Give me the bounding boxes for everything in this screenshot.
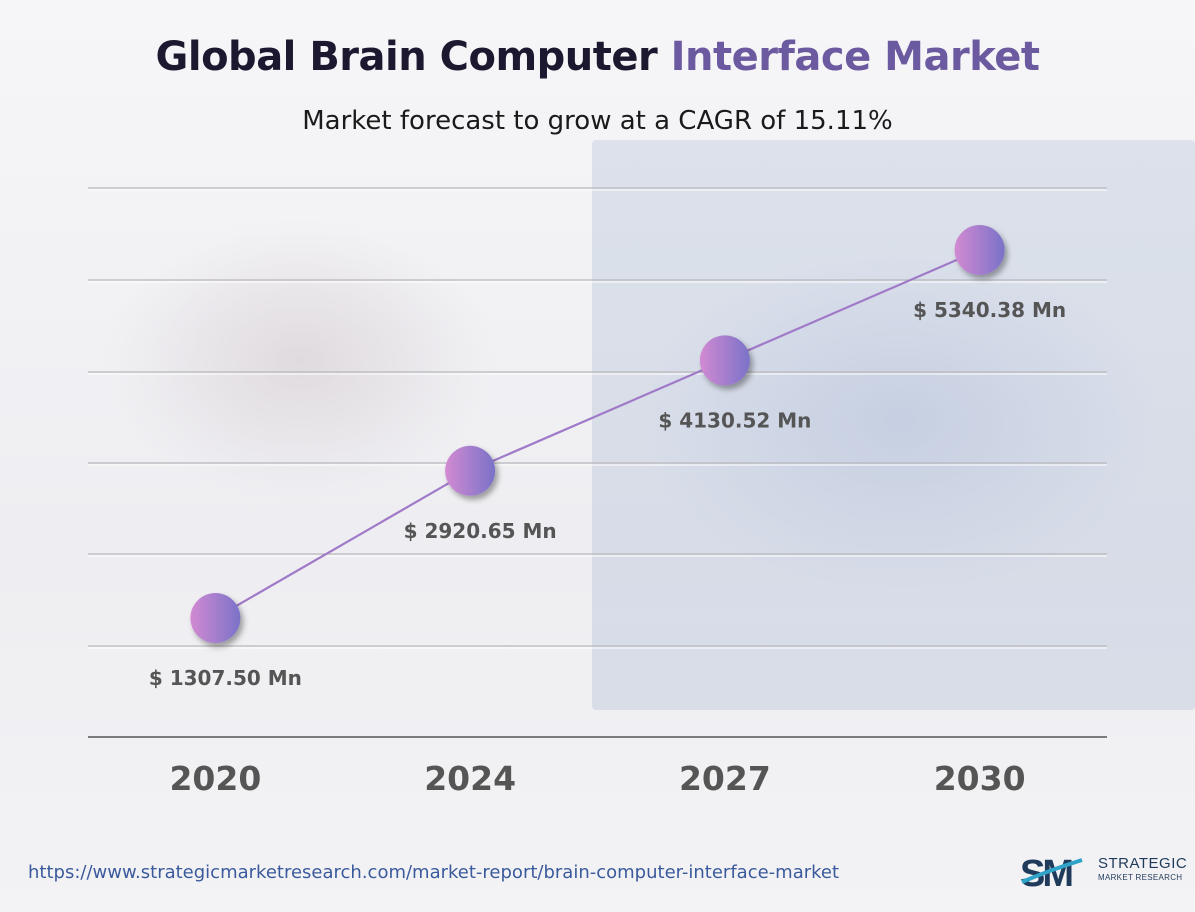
source-url-link[interactable]: https://www.strategicmarketresearch.com/… — [28, 862, 840, 883]
data-label: $ 5340.38 Mn — [913, 298, 1066, 322]
data-label: $ 4130.52 Mn — [658, 408, 811, 432]
logo-line-2: MARKET RESEARCH — [1098, 873, 1183, 882]
x-tick-label: 2027 — [679, 759, 771, 798]
data-point-marker — [954, 225, 1005, 275]
logo-line-1: STRATEGIC — [1098, 855, 1188, 872]
data-labels: $ 1307.50 Mn $ 2920.65 Mn $ 4130.52 Mn $ 53… — [149, 298, 1066, 690]
x-tick-label: 2030 — [934, 759, 1026, 798]
x-tick-label: 2020 — [169, 759, 261, 798]
grid-lines — [88, 187, 1107, 649]
x-tick-labels: 2020 2024 2027 2030 — [169, 759, 1025, 798]
data-point-marker — [190, 593, 241, 643]
strategic-market-research-logo: SM — [1020, 853, 1083, 894]
data-point-marker — [699, 335, 750, 386]
title-accent: Interface Market — [670, 34, 1040, 80]
series-layer — [214, 248, 981, 619]
logo-text: STRATEGIC MARKET RESEARCH — [1098, 856, 1187, 882]
data-label: $ 2920.65 Mn — [404, 519, 557, 543]
x-tick-label: 2024 — [424, 759, 516, 798]
marker-layer — [190, 225, 1005, 643]
background-monitor — [592, 140, 1195, 710]
series-line — [214, 248, 981, 619]
data-label: $ 1307.50 Mn — [149, 666, 302, 690]
chart-subtitle: Market forecast to grow at a CAGR of 15.… — [302, 106, 893, 136]
data-point-marker — [445, 445, 496, 496]
title-main: Global Brain Computer — [155, 34, 671, 80]
chart-title: Global Brain Computer Interface Market — [0, 34, 1195, 80]
